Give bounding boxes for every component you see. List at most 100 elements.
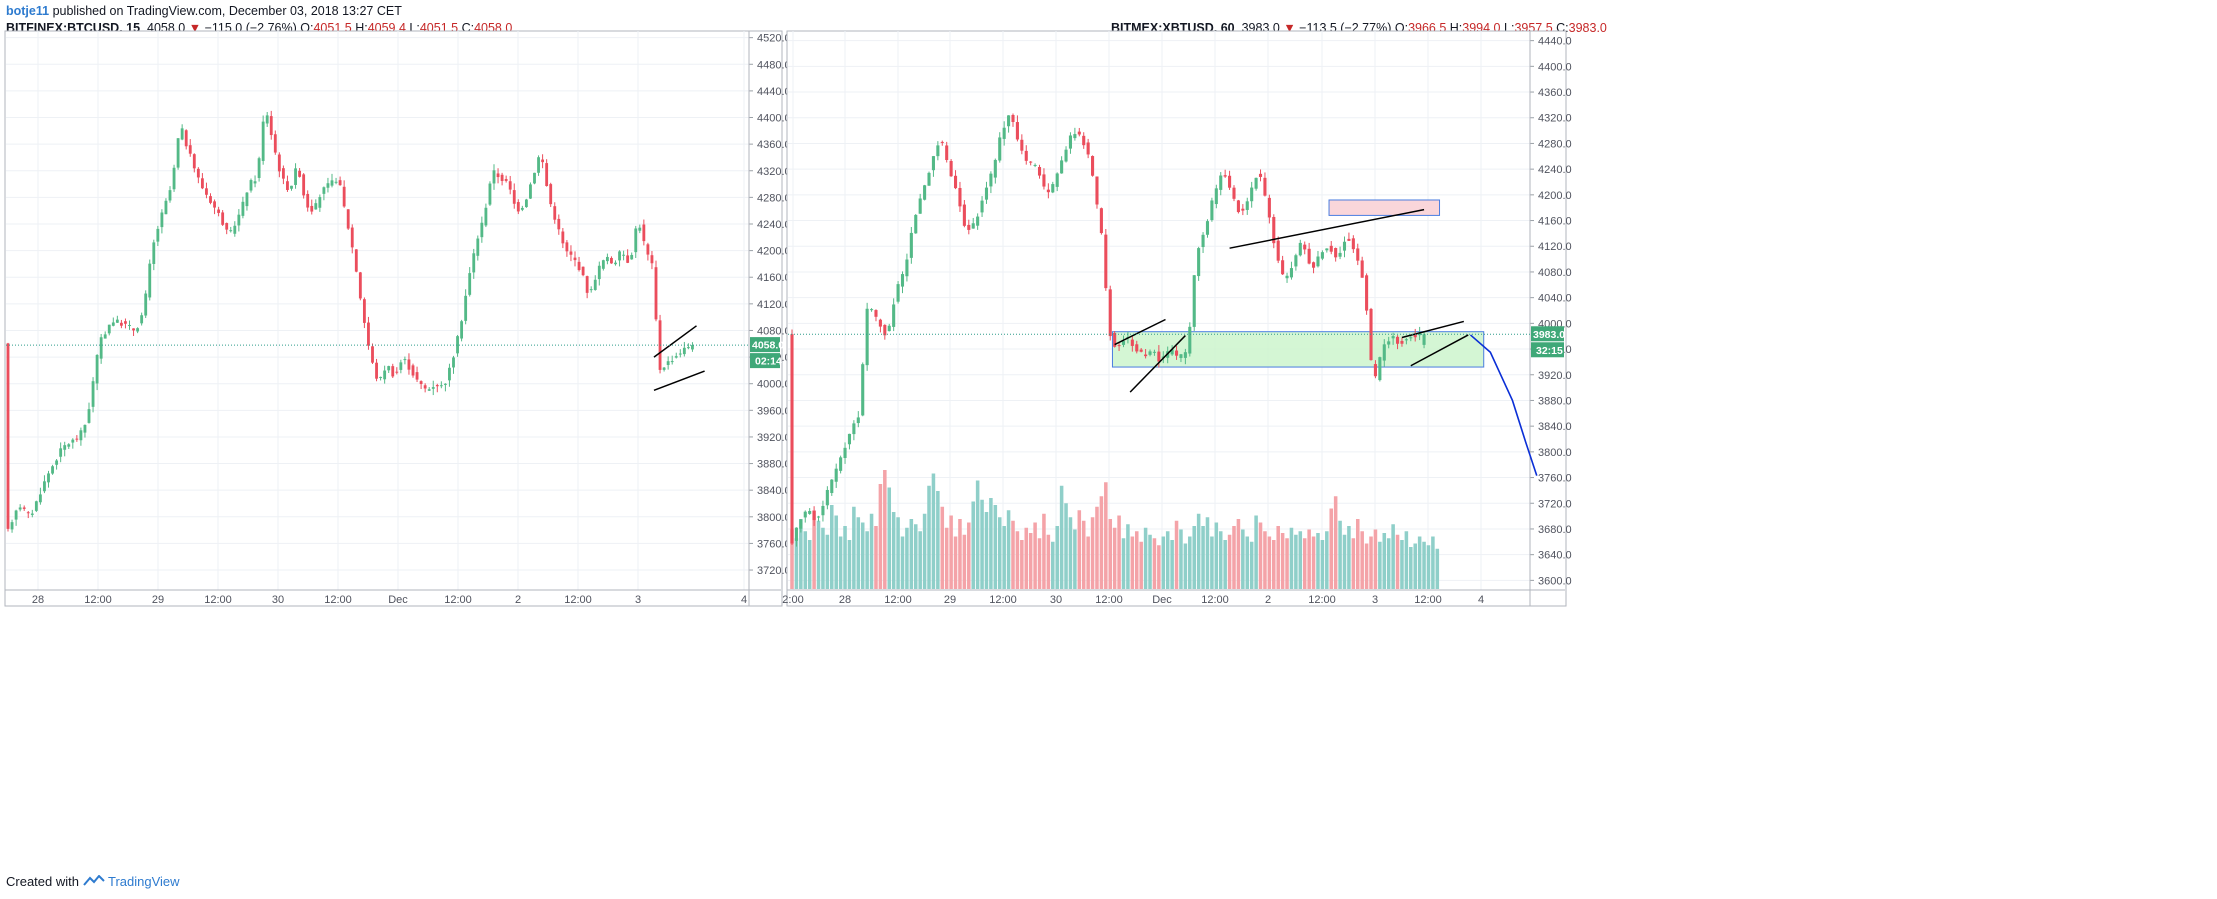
candle-body	[132, 328, 135, 331]
candle-body	[1029, 161, 1033, 163]
volume-bar	[1378, 541, 1382, 589]
candle-body	[265, 115, 269, 124]
candle-body	[460, 321, 464, 339]
candle-body	[520, 207, 524, 210]
candle-body	[1037, 167, 1042, 176]
volume-bar	[1342, 534, 1347, 589]
candle-body	[847, 433, 852, 445]
candle-body	[927, 172, 931, 186]
candle-body	[816, 516, 821, 518]
candle-body	[95, 354, 99, 384]
candle-body	[59, 448, 63, 457]
candle-body	[1002, 127, 1006, 139]
candle-body	[1086, 142, 1090, 155]
candle-body	[545, 163, 549, 186]
volume-bar	[1276, 526, 1280, 589]
candle-body	[1082, 135, 1086, 146]
candle-body	[290, 185, 293, 189]
candle-body	[338, 180, 342, 186]
volume-bar	[1126, 524, 1130, 589]
candle-body	[610, 257, 613, 264]
volume-bar	[1037, 538, 1042, 589]
candle-body	[630, 254, 634, 260]
volume-bar	[883, 470, 887, 589]
volume-bar	[1157, 545, 1161, 589]
volume-bar	[1369, 536, 1373, 589]
candle-body	[443, 383, 447, 385]
y-tick-label: 4440.0	[757, 86, 791, 98]
volume-bar	[1360, 531, 1364, 589]
candle-body	[931, 156, 935, 171]
candle-body	[887, 325, 891, 332]
candle-body	[1236, 200, 1240, 213]
volume-bar	[949, 515, 953, 589]
y-tick-label: 3760.0	[757, 538, 791, 550]
candle-body	[593, 279, 597, 290]
candle-body	[111, 322, 115, 326]
volume-bar	[1179, 529, 1183, 589]
candle-body	[1285, 275, 1289, 279]
candle-body	[346, 209, 350, 229]
candle-body	[1329, 245, 1333, 252]
candle-body	[1382, 344, 1386, 361]
candle-body	[83, 424, 87, 433]
volume-bar	[1280, 533, 1285, 589]
supply-zone	[1328, 199, 1441, 216]
panel-frame	[4, 30, 783, 607]
demand-zone	[1111, 331, 1485, 368]
y-tick-label: 4320.0	[757, 166, 791, 178]
candle-body	[358, 272, 362, 299]
volume-bar	[962, 534, 967, 589]
candle-body	[1391, 336, 1395, 339]
candle-body	[821, 505, 825, 516]
candle-body	[1051, 184, 1055, 193]
candle-body	[1347, 238, 1351, 241]
candle-body	[249, 180, 253, 191]
candle-body	[18, 507, 22, 510]
candle-body	[923, 185, 927, 200]
volume-bar	[980, 499, 984, 589]
candle-body	[1312, 262, 1316, 268]
candle-body	[273, 134, 277, 153]
volume-bar	[843, 526, 847, 589]
volume-bar	[931, 473, 936, 589]
volume-bar	[1059, 485, 1064, 589]
y-tick-label: 4200.0	[757, 246, 791, 258]
candle-body	[549, 184, 553, 205]
volume-bar	[1196, 513, 1201, 589]
candle-body	[1378, 357, 1382, 381]
volume-bar	[1130, 536, 1135, 589]
candle-body	[1334, 248, 1338, 258]
volume-bar	[1382, 533, 1387, 589]
volume-bar	[816, 520, 821, 589]
volume-bar	[1333, 496, 1338, 589]
candle-body	[172, 167, 176, 190]
volume-bar	[891, 512, 896, 589]
candle-body	[119, 322, 123, 326]
candle-body	[790, 334, 794, 544]
author-link[interactable]: botje11	[6, 4, 50, 18]
candle-body	[971, 223, 975, 229]
tradingview-logo-icon[interactable]	[82, 874, 108, 889]
candle-body	[221, 212, 225, 225]
volume-bar	[953, 536, 958, 589]
candle-body	[1351, 238, 1355, 250]
volume-bar	[1042, 513, 1046, 589]
candle-body	[839, 457, 843, 471]
volume-bar	[1351, 538, 1356, 589]
candle-body	[14, 510, 18, 520]
candle-body	[1369, 308, 1373, 361]
trend-line	[653, 325, 697, 358]
y-tick-label: 3880.0	[757, 459, 791, 471]
candle-body	[1294, 255, 1298, 267]
candle-body	[569, 251, 573, 255]
footer-brand[interactable]: TradingView	[108, 874, 180, 889]
volume-bar	[1404, 531, 1409, 589]
candle-body	[561, 231, 565, 244]
volume-bar	[918, 531, 922, 589]
x-tick-label: 2:00	[782, 594, 803, 606]
volume-bar	[989, 498, 993, 589]
volume-bar	[865, 531, 869, 589]
candle-body	[200, 178, 204, 189]
